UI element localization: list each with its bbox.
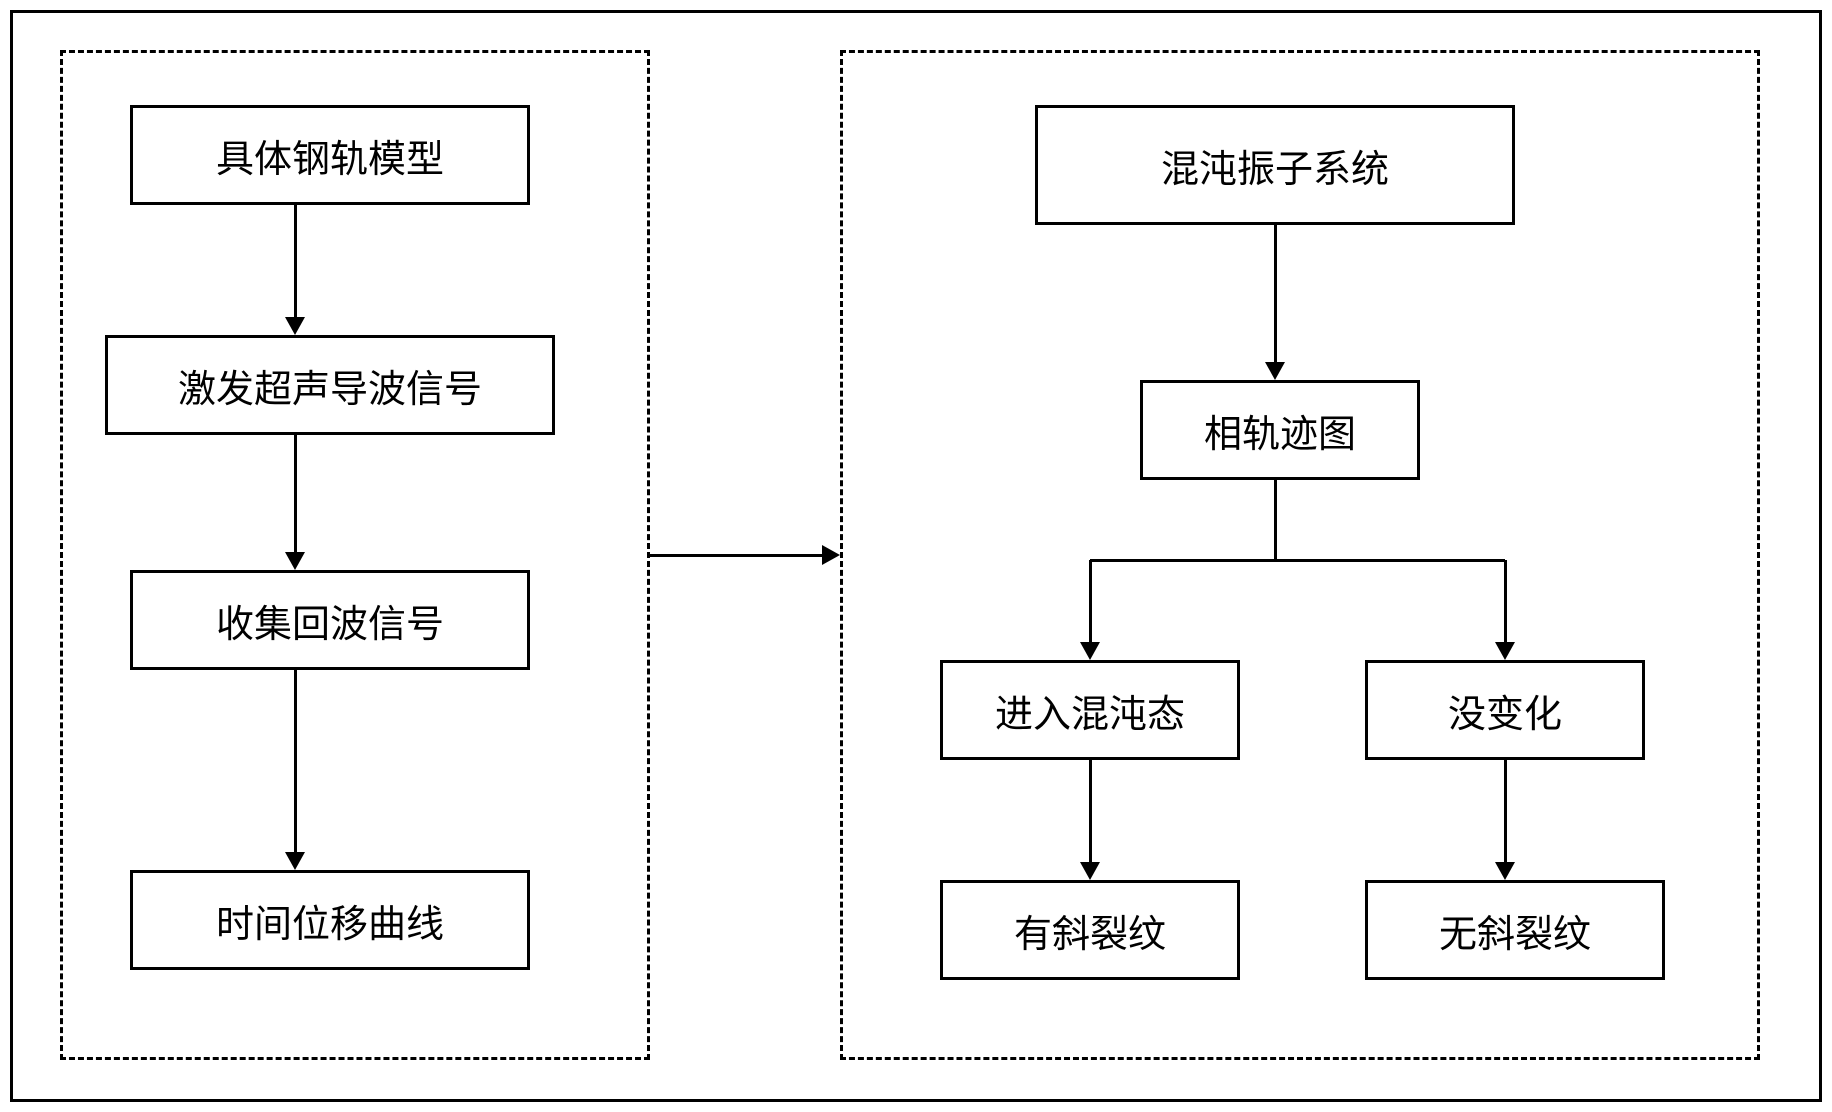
- node-phase-trajectory: 相轨迹图: [1140, 380, 1420, 480]
- arrowhead-icon: [1080, 642, 1100, 660]
- node-label: 混沌振子系统: [1161, 138, 1389, 193]
- node-time-disp-curve: 时间位移曲线: [130, 870, 530, 970]
- node-no-change: 没变化: [1365, 660, 1645, 760]
- node-label: 收集回波信号: [216, 593, 444, 648]
- node-label: 相轨迹图: [1204, 403, 1356, 458]
- arrowhead-icon: [285, 552, 305, 570]
- node-label: 有斜裂纹: [1014, 903, 1166, 958]
- arrowhead-icon: [1495, 642, 1515, 660]
- node-has-crack: 有斜裂纹: [940, 880, 1240, 980]
- edge-line: [294, 435, 297, 552]
- edge-line: [1089, 560, 1092, 642]
- node-excite-signal: 激发超声导波信号: [105, 335, 555, 435]
- node-label: 没变化: [1448, 683, 1562, 738]
- node-enter-chaos: 进入混沌态: [940, 660, 1240, 760]
- node-collect-echo: 收集回波信号: [130, 570, 530, 670]
- node-label: 无斜裂纹: [1439, 903, 1591, 958]
- edge-line: [1504, 560, 1507, 642]
- node-label: 时间位移曲线: [216, 893, 444, 948]
- edge-line: [1089, 760, 1092, 862]
- node-label: 进入混沌态: [995, 683, 1185, 738]
- node-rail-model: 具体钢轨模型: [130, 105, 530, 205]
- node-label: 激发超声导波信号: [178, 358, 482, 413]
- node-label: 具体钢轨模型: [216, 128, 444, 183]
- edge-line: [1504, 760, 1507, 862]
- arrowhead-icon: [285, 317, 305, 335]
- edge-line: [1090, 559, 1505, 562]
- edge-line: [1274, 225, 1277, 362]
- edge-line: [1274, 480, 1277, 560]
- arrowhead-icon: [285, 852, 305, 870]
- edge-line: [650, 554, 822, 557]
- arrowhead-icon: [822, 545, 840, 565]
- arrowhead-icon: [1080, 862, 1100, 880]
- arrowhead-icon: [1495, 862, 1515, 880]
- node-chaos-oscillator: 混沌振子系统: [1035, 105, 1515, 225]
- arrowhead-icon: [1265, 362, 1285, 380]
- node-no-crack: 无斜裂纹: [1365, 880, 1665, 980]
- edge-line: [294, 205, 297, 317]
- edge-line: [294, 670, 297, 852]
